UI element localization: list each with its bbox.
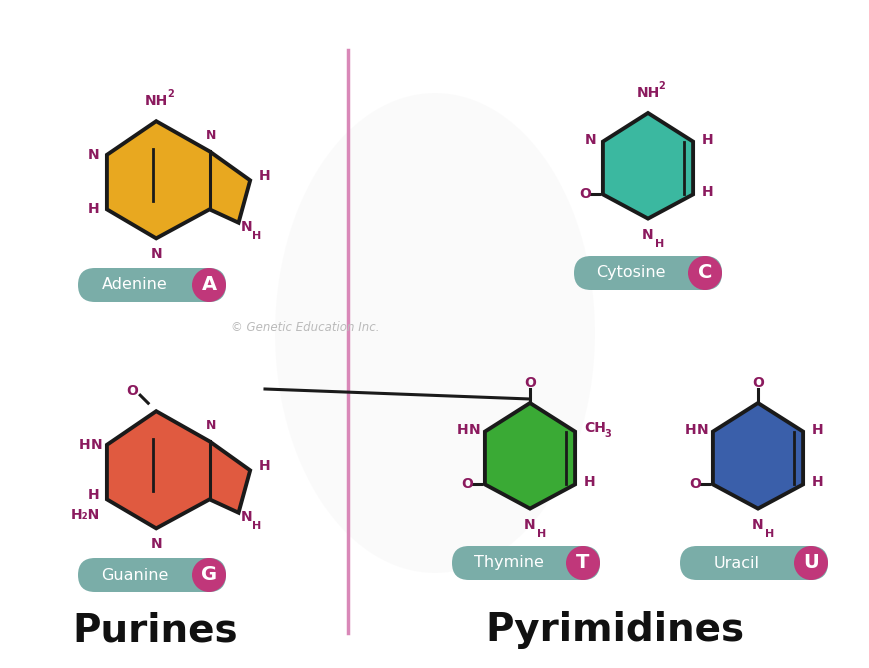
Polygon shape xyxy=(107,411,250,528)
Text: 2: 2 xyxy=(167,90,174,100)
Text: H: H xyxy=(537,528,546,538)
Text: N: N xyxy=(88,148,100,162)
Text: N: N xyxy=(91,438,103,452)
FancyBboxPatch shape xyxy=(78,558,226,592)
Circle shape xyxy=(687,256,721,290)
FancyBboxPatch shape xyxy=(574,256,721,290)
Text: H: H xyxy=(258,460,269,474)
Text: A: A xyxy=(202,275,216,295)
Ellipse shape xyxy=(275,93,594,573)
Text: N: N xyxy=(468,423,481,437)
Polygon shape xyxy=(602,113,693,218)
Text: N: N xyxy=(150,247,162,261)
Text: O: O xyxy=(751,376,763,390)
Polygon shape xyxy=(484,403,574,508)
Text: H: H xyxy=(700,186,712,200)
Text: N: N xyxy=(241,220,252,234)
Text: O: O xyxy=(461,478,472,492)
Text: H: H xyxy=(88,488,100,502)
Text: H: H xyxy=(684,423,696,437)
Text: H: H xyxy=(582,476,594,490)
Text: Guanine: Guanine xyxy=(101,568,169,582)
Text: H₂N: H₂N xyxy=(70,508,99,522)
Polygon shape xyxy=(107,121,250,238)
Text: N: N xyxy=(696,423,708,437)
Text: N: N xyxy=(752,518,763,532)
Text: G: G xyxy=(201,566,216,584)
FancyBboxPatch shape xyxy=(680,546,827,580)
Text: NH: NH xyxy=(635,86,659,100)
FancyBboxPatch shape xyxy=(452,546,600,580)
Text: H: H xyxy=(654,238,664,248)
Text: H: H xyxy=(456,423,468,437)
Circle shape xyxy=(192,558,226,592)
Text: H: H xyxy=(811,476,822,490)
Text: Pyrimidines: Pyrimidines xyxy=(485,611,744,649)
Text: O: O xyxy=(126,384,138,398)
Text: O: O xyxy=(523,376,535,390)
Text: N: N xyxy=(206,129,216,142)
Text: H: H xyxy=(88,202,100,216)
Text: CH: CH xyxy=(583,421,606,435)
Circle shape xyxy=(192,268,226,302)
Text: N: N xyxy=(585,133,596,146)
Text: Uracil: Uracil xyxy=(713,556,760,570)
Text: H: H xyxy=(258,170,269,183)
Text: N: N xyxy=(206,419,216,432)
Text: H: H xyxy=(79,438,90,452)
Text: 3: 3 xyxy=(604,429,611,439)
Text: © Genetic Education Inc.: © Genetic Education Inc. xyxy=(230,321,379,335)
FancyBboxPatch shape xyxy=(78,268,226,302)
Circle shape xyxy=(566,546,600,580)
Text: NH: NH xyxy=(144,94,168,108)
Text: Purines: Purines xyxy=(72,611,237,649)
Text: O: O xyxy=(578,188,590,201)
Text: T: T xyxy=(575,554,589,572)
Text: C: C xyxy=(697,263,712,283)
Text: Adenine: Adenine xyxy=(102,277,168,293)
Text: N: N xyxy=(524,518,535,532)
Text: O: O xyxy=(688,478,700,492)
Text: U: U xyxy=(802,554,818,572)
Text: H: H xyxy=(700,133,712,146)
Text: H: H xyxy=(811,423,822,437)
Text: Thymine: Thymine xyxy=(474,556,543,570)
Text: N: N xyxy=(150,537,162,551)
Polygon shape xyxy=(712,403,802,508)
Text: 2: 2 xyxy=(658,81,665,91)
Text: N: N xyxy=(241,510,252,524)
Text: N: N xyxy=(641,228,653,242)
Text: H: H xyxy=(252,520,261,530)
Text: H: H xyxy=(765,528,773,538)
Text: Cytosine: Cytosine xyxy=(595,265,665,281)
Circle shape xyxy=(793,546,827,580)
Text: H: H xyxy=(252,230,261,240)
